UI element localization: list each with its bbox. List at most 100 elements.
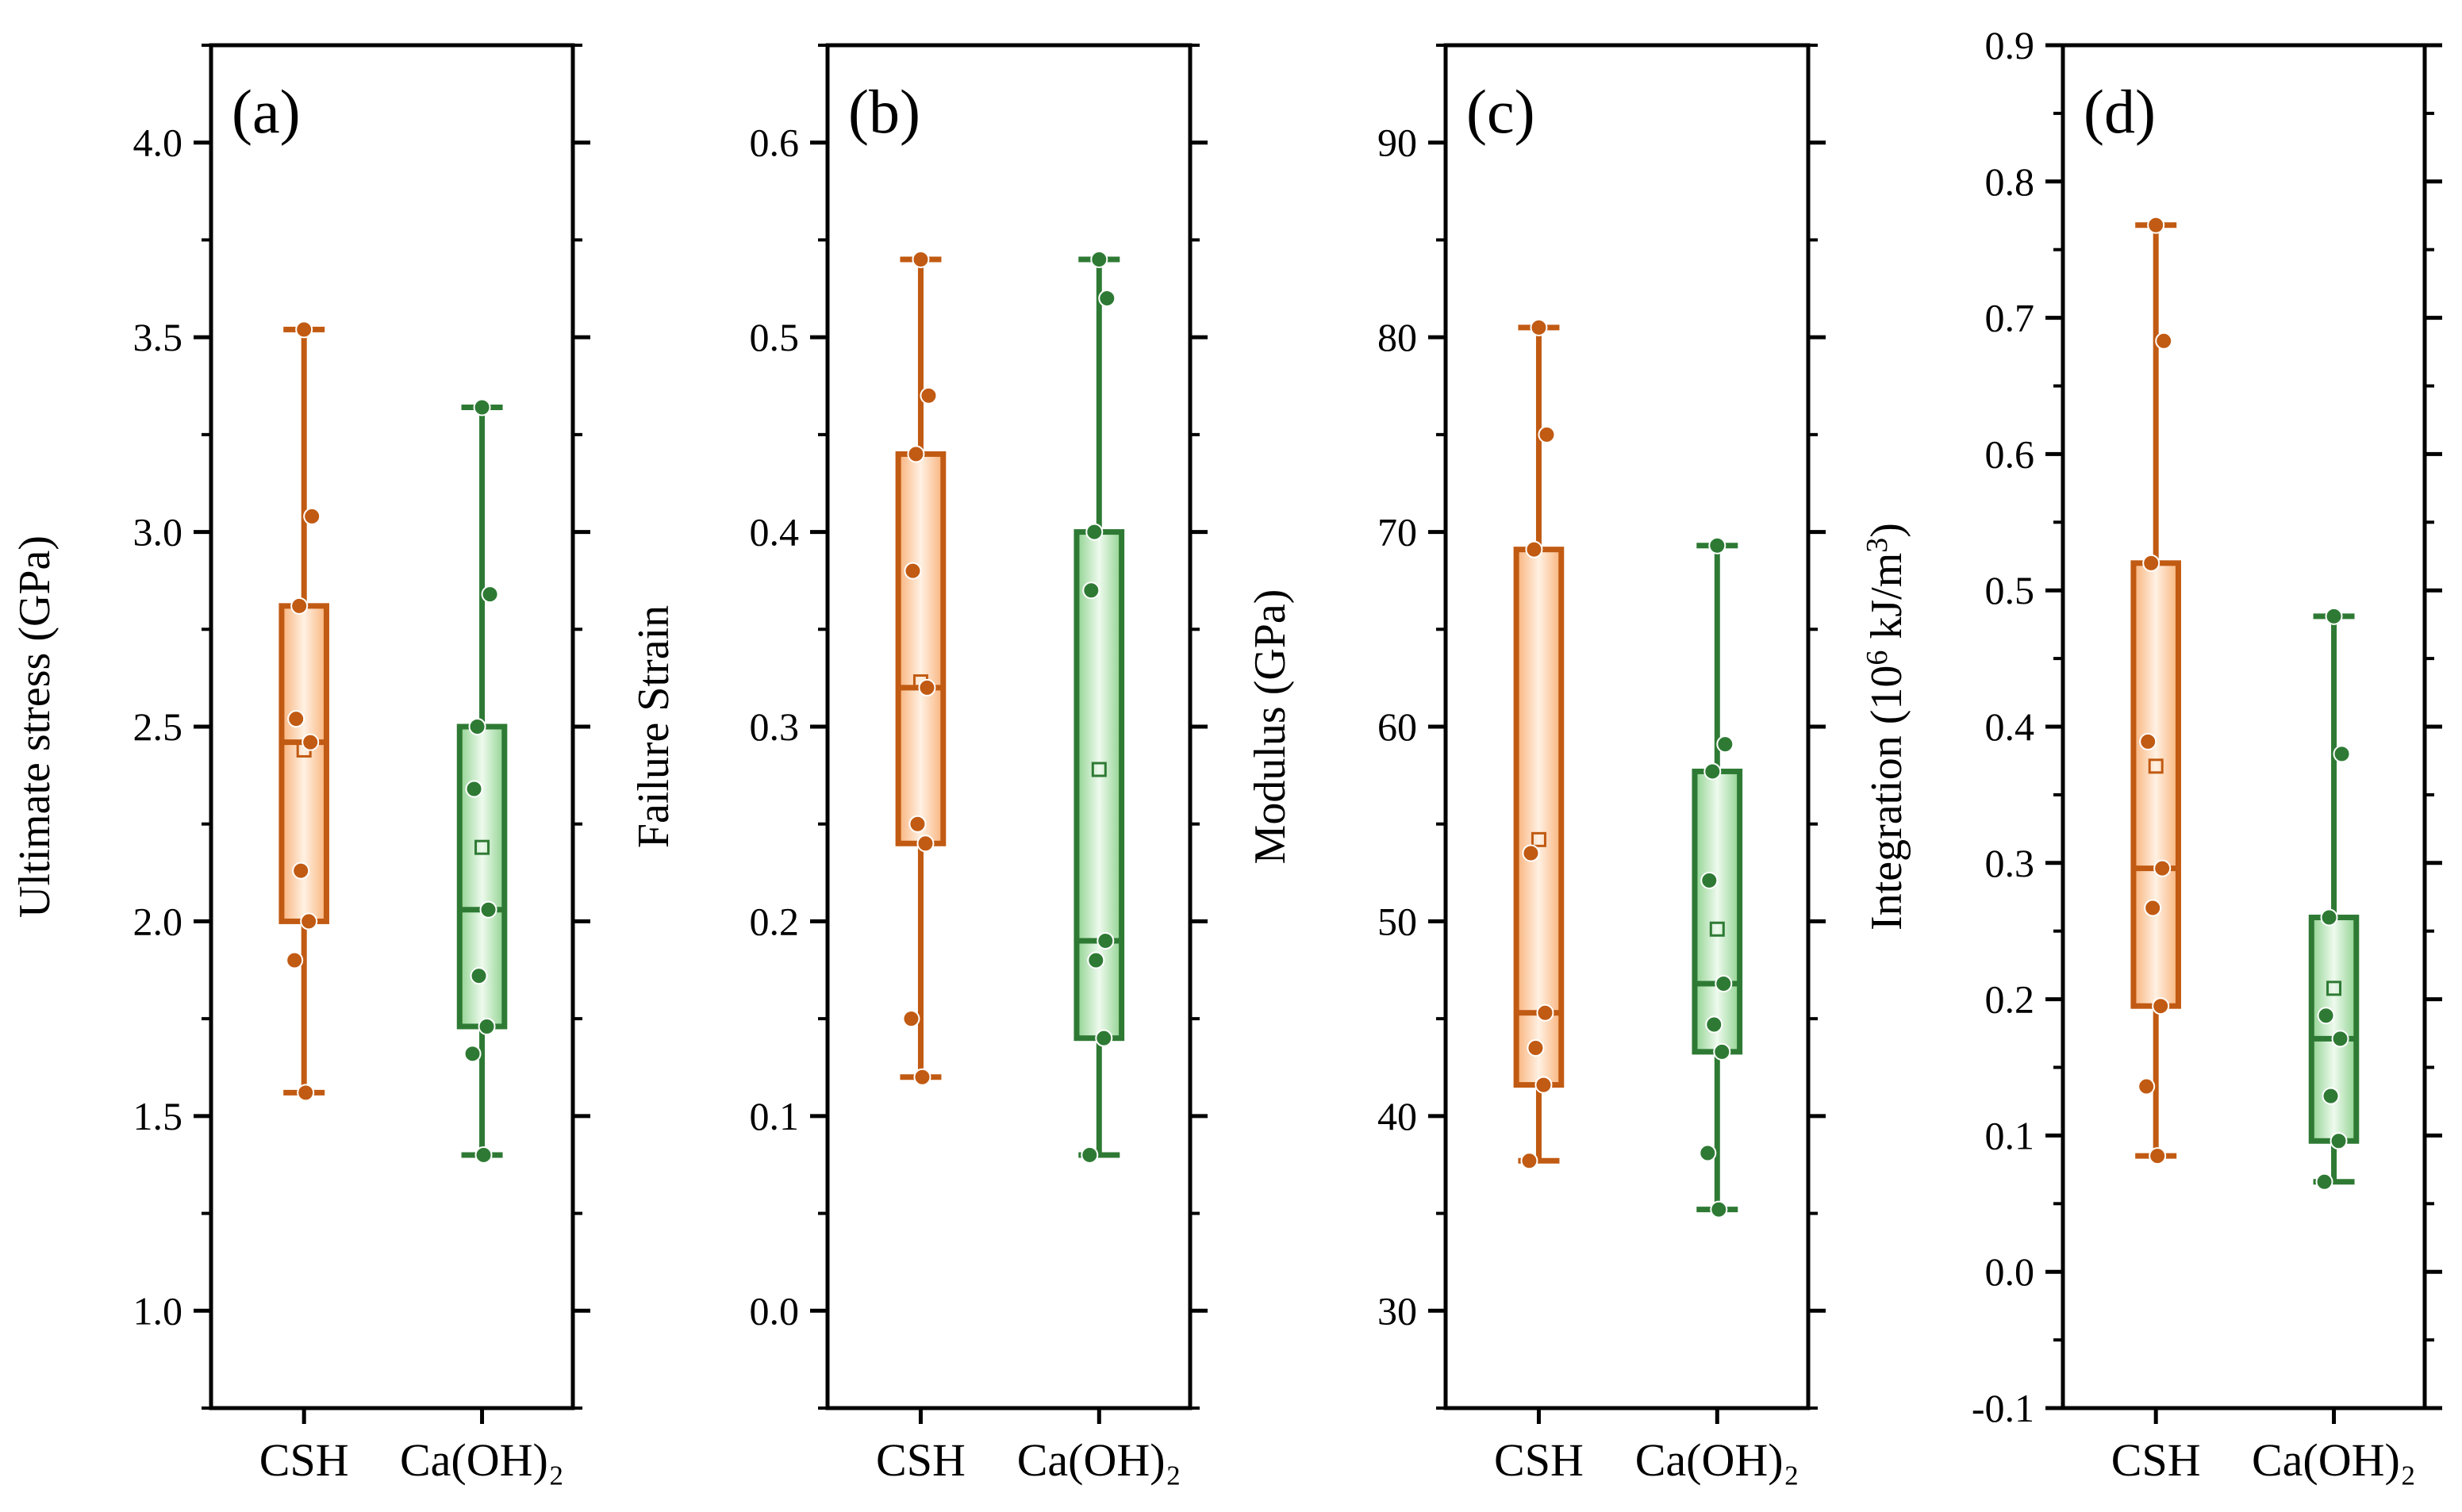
mean-marker [1709, 921, 1725, 937]
y-tick-label: 2.5 [133, 704, 183, 749]
data-point [290, 597, 309, 615]
y-axis-label: Integration (106 kJ/m3) [1861, 523, 1911, 931]
data-point [1098, 290, 1116, 308]
data-point [473, 398, 491, 416]
y-tick-label: 0.2 [1985, 977, 2035, 1022]
data-point [287, 710, 305, 728]
data-point [1085, 523, 1104, 541]
y-tick-label: 0.3 [1985, 841, 2035, 885]
data-point [1530, 318, 1548, 336]
data-point [463, 1045, 482, 1063]
data-point [902, 1010, 920, 1028]
panel-label: (c) [1466, 77, 1535, 146]
y-tick-label: 0.6 [750, 121, 800, 165]
plot-frame [2061, 43, 2427, 1410]
data-point [1534, 1076, 1553, 1094]
data-point [470, 967, 488, 985]
y-tick-label: 90 [1377, 121, 1417, 165]
panel-c: 30 40 50 60 70 80 90 Modulus (GPa) (c) CSH Ca(OH)₂ [1246, 43, 1826, 1486]
data-point [1716, 735, 1734, 754]
series-caoh [1074, 250, 1125, 1164]
data-point [1525, 540, 1543, 558]
data-point [1087, 951, 1105, 969]
data-point [2153, 859, 2172, 877]
data-point [297, 1084, 315, 1102]
iqr-box [895, 451, 947, 846]
y-tick-label: 70 [1377, 510, 1417, 555]
iqr-box [2130, 560, 2181, 1009]
mean-marker [1091, 762, 1107, 777]
data-point [1522, 844, 1540, 862]
y-tick-label: 0.3 [750, 704, 800, 749]
y-tick-label: 0.5 [1985, 568, 2035, 612]
data-point [300, 912, 318, 931]
y-tick-label: -0.1 [1972, 1386, 2034, 1430]
y-tick-label: 0.8 [1985, 159, 2035, 204]
series-csh [1513, 318, 1565, 1170]
data-point [303, 507, 321, 525]
data-point [1082, 581, 1100, 600]
iqr-box [1513, 547, 1565, 1088]
data-point [292, 862, 310, 880]
y-tick-label: 0.5 [750, 315, 800, 359]
data-point [2329, 1132, 2348, 1150]
y-axis-label: Ultimate stress (GPa) [10, 535, 60, 918]
data-point [1095, 1029, 1113, 1047]
data-point [913, 1068, 931, 1086]
data-point [2147, 216, 2165, 234]
y-axis-label: Modulus (GPa) [1246, 589, 1295, 865]
data-point [907, 445, 925, 463]
data-point [1705, 1015, 1723, 1034]
mean-marker [2326, 980, 2342, 996]
data-point [468, 718, 486, 735]
data-point [479, 900, 497, 919]
panel-label: (a) [232, 77, 301, 146]
data-point [1710, 1200, 1728, 1218]
data-point [474, 1146, 493, 1164]
plot-frame [1443, 43, 1811, 1410]
data-point [908, 815, 927, 833]
data-point [1708, 536, 1726, 555]
data-point [912, 250, 930, 268]
y-tick-label: 30 [1377, 1288, 1417, 1333]
y-tick-label: 0.9 [1985, 23, 2035, 67]
y-tick-label: 0.2 [750, 899, 800, 943]
panel-d: -0.1 0.0 0.1 0.2 0.3 0.4 0.5 0.6 0.7 0.8 0.9 Integr… [1861, 23, 2442, 1486]
y-tick-label: 1.5 [133, 1094, 183, 1138]
y-tick-label: 0.1 [750, 1094, 800, 1138]
y-tick-label: 0.4 [750, 510, 800, 555]
series-caoh [456, 398, 508, 1164]
x-category-label: CSH [876, 1434, 966, 1486]
data-point [1699, 1144, 1717, 1162]
plot-frame [825, 43, 1193, 1410]
y-tick-label: 0.7 [1985, 296, 2035, 340]
series-csh [278, 320, 329, 1102]
plot-frame [209, 43, 575, 1410]
x-category-label: Ca(OH)₂ [1635, 1434, 1799, 1486]
panel-label: (d) [2084, 77, 2156, 146]
y-tick-label: 4.0 [133, 121, 183, 165]
data-point [2155, 332, 2173, 350]
data-point [1703, 762, 1722, 781]
mean-marker [1531, 831, 1546, 847]
y-tick-label: 0.0 [750, 1288, 800, 1333]
x-category-label: Ca(OH)₂ [400, 1434, 564, 1486]
series-caoh [1692, 536, 1743, 1218]
data-point [920, 386, 938, 405]
y-tick-label: 0.6 [1985, 432, 2035, 476]
panel-label: (b) [848, 77, 920, 146]
mean-marker [474, 839, 490, 855]
series-csh [2130, 216, 2181, 1165]
mean-marker [2148, 758, 2164, 774]
data-point [2142, 554, 2160, 572]
data-point [1090, 250, 1108, 268]
data-point [302, 733, 320, 751]
y-tick-label: 0.1 [1985, 1113, 2035, 1157]
data-point [2152, 997, 2170, 1015]
y-tick-label: 80 [1377, 315, 1417, 359]
data-point [2331, 1030, 2349, 1048]
x-category-label: Ca(OH)₂ [2252, 1434, 2416, 1486]
x-category-label: CSH [1494, 1434, 1584, 1486]
data-point [2320, 908, 2338, 927]
